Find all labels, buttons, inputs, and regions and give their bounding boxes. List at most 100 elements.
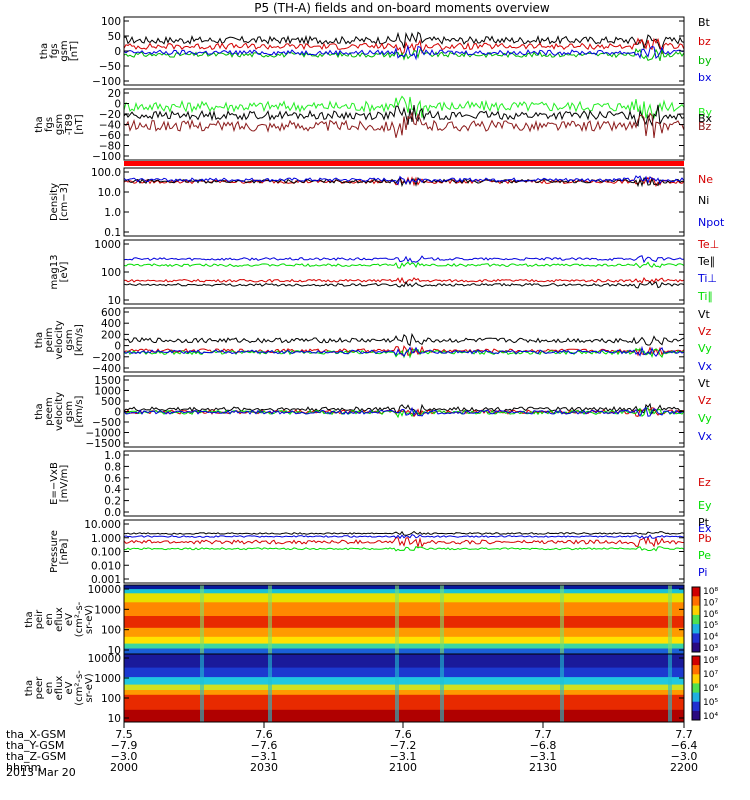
x-tick-label: 2130: [529, 761, 557, 774]
series-line-density-2: [123, 175, 685, 186]
legend-label: Pb: [698, 532, 712, 545]
spectrogram-band: [124, 627, 684, 638]
y-axis-label: [nT]: [74, 114, 85, 134]
legend-label: Ex: [698, 522, 712, 535]
y-tick-label: 1.0: [104, 207, 121, 219]
spectrogram-feature: [668, 585, 672, 654]
series-line-density-1: [123, 176, 685, 188]
legend-label: Vy: [698, 342, 712, 355]
spectrogram-band: [124, 684, 684, 691]
series-line-fgs-3: [123, 44, 685, 61]
colorbar-segment: [692, 665, 700, 675]
y-axis-label: fgs: [44, 117, 55, 132]
y-axis-label: gsm: [64, 329, 75, 350]
y-axis-label: gsm: [59, 40, 70, 61]
colorbar-segment: [692, 683, 700, 693]
y-tick-label: 1000: [94, 673, 121, 685]
spectrogram-feature: [560, 585, 564, 654]
y-axis-label: eV: [64, 613, 75, 626]
colorbar-tick-label: 10⁴: [703, 633, 718, 643]
x-tick-label: −7.6: [251, 739, 278, 752]
y-axis-label: sr-eV): [84, 673, 95, 702]
colorbar-tick-label: 10⁸: [703, 656, 718, 666]
colorbar-segment: [692, 633, 700, 644]
colorbar-tick-label: 10⁷: [703, 670, 718, 680]
spectrogram-band: [124, 690, 684, 696]
spectrogram-feature: [395, 585, 399, 654]
y-axis-label: sr-eV): [84, 605, 95, 634]
colorbar-segment: [692, 587, 700, 597]
y-axis-label: eV: [64, 681, 75, 694]
x-tick-label: −6.4: [671, 739, 698, 752]
y-tick-label: 20: [108, 88, 121, 100]
y-tick-label: 1500: [94, 375, 121, 387]
spectrogram-band: [124, 643, 684, 649]
colorbar-segment: [692, 674, 700, 684]
x-tick-label: 7.6: [394, 728, 412, 741]
spectrogram-band: [124, 602, 684, 617]
colorbar-frame: [691, 586, 701, 653]
spectrogram-band: [124, 585, 684, 590]
panel-frame: [123, 167, 685, 237]
y-tick-label: −100: [92, 76, 121, 88]
y-tick-label: 0: [114, 407, 121, 419]
spectrogram-band: [124, 654, 684, 669]
colorbar-segment: [692, 624, 700, 634]
legend-label: Bz: [698, 120, 712, 133]
y-axis-label: en: [44, 613, 55, 626]
legend-label: Vt: [698, 308, 711, 321]
y-axis-label: (cm²-s-: [74, 601, 85, 637]
y-tick-label: 0.4: [104, 484, 121, 496]
series-line-fgs_t89-1: [123, 104, 685, 127]
y-tick-label: 200: [101, 329, 121, 341]
y-axis-label: tha: [34, 332, 45, 348]
series-line-fgs_t89-0: [123, 95, 685, 120]
y-tick-label: 100.0: [91, 167, 121, 179]
legend-label: Ni: [698, 194, 709, 207]
y-tick-label: 10.0: [98, 187, 121, 199]
spectrogram-feature: [200, 654, 204, 722]
legend-label: Vx: [698, 360, 713, 373]
legend-label: Pe: [698, 549, 711, 562]
legend-label: Npot: [698, 216, 725, 229]
y-axis-label: peir: [34, 609, 45, 629]
date-label: 2013 Mar 20: [6, 766, 76, 779]
y-tick-label: −20: [99, 109, 121, 121]
x-tick-label: −3.1: [390, 750, 417, 763]
y-tick-label: 1000: [94, 604, 121, 616]
y-tick-label: 1000: [94, 386, 121, 398]
y-axis-label: [km/s]: [74, 395, 85, 427]
y-tick-label: 400: [101, 318, 121, 330]
x-row-label: tha_Y-GSM: [6, 739, 64, 752]
y-tick-label: 0: [114, 46, 121, 58]
y-tick-label: −1000: [85, 428, 121, 440]
x-axis-group: tha_X-GSM 7.5 7.6 7.6 7.7 7.7 tha_Y-GSM −7.9 −7.…: [6, 722, 698, 779]
series-line-peim_velocity-3: [123, 345, 685, 358]
series-line-pressure-1: [123, 535, 684, 549]
colorbar-segment: [692, 701, 700, 712]
colorbar-tick-label: 10⁴: [703, 712, 718, 722]
x-tick-label: 7.7: [534, 728, 552, 741]
y-tick-label: 1000: [94, 239, 121, 251]
y-tick-label: 600: [101, 307, 121, 319]
y-tick-label: 500: [101, 396, 121, 408]
spectrogram-feature: [440, 585, 444, 654]
spectrogram-band: [124, 616, 684, 629]
y-tick-label: −80: [99, 141, 121, 153]
y-axis-label: [eV]: [59, 262, 70, 283]
legend-label: Pi: [698, 566, 707, 579]
colorbar-segment: [692, 596, 700, 607]
y-tick-label: 1.000: [91, 533, 121, 545]
y-axis-label: [nT]: [69, 41, 80, 61]
series-line-peim_velocity-1: [123, 345, 685, 357]
y-axis-label: gsm: [54, 114, 65, 135]
y-tick-label: 100: [101, 693, 121, 705]
y-tick-label: 10000: [88, 653, 121, 665]
series-line-fgs_t89-2: [123, 111, 685, 139]
legend-label: Te⊥: [697, 238, 719, 251]
panel-efield: Ez Ey Ex 1.00.80.60.40.20.0 E=−VxB [mV/m]: [49, 450, 712, 535]
y-axis-label: tha: [24, 680, 35, 696]
